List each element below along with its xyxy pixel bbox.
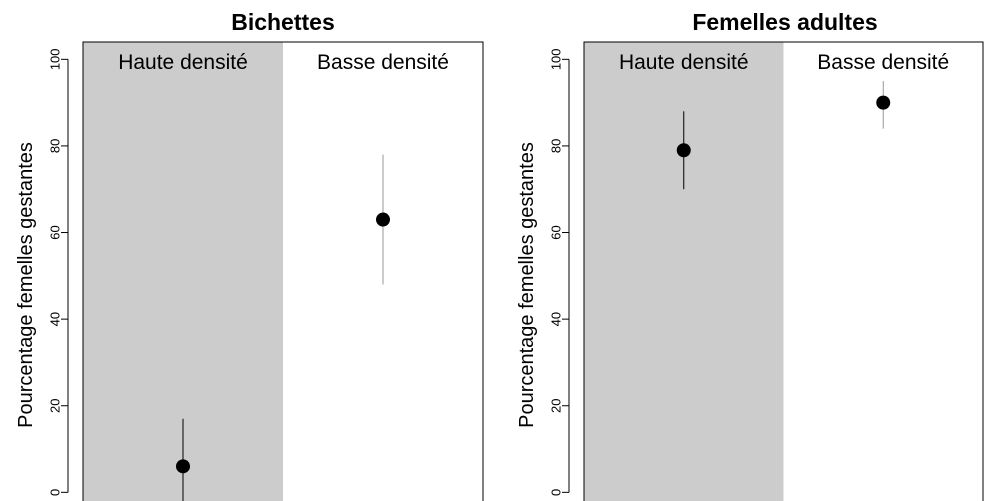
category-label: Haute densité — [619, 51, 749, 74]
y-tick-label: 60 — [549, 225, 564, 239]
y-tick-label: 60 — [48, 225, 63, 239]
y-tick-label: 0 — [549, 489, 564, 496]
panel-1: Haute densité Basse densité Bichettes 0 20 40… — [15, 9, 484, 501]
y-tick-label: 20 — [48, 399, 63, 413]
panel-title: Femelles adultes — [692, 9, 877, 35]
y-tick-label: 100 — [48, 48, 63, 70]
shaded-band — [584, 42, 784, 501]
y-axis-label: Pourcentage femelles gestantes — [516, 142, 538, 428]
category-label: Haute densité — [118, 51, 248, 74]
data-point — [376, 212, 390, 227]
data-point — [676, 143, 691, 158]
y-tick-label: 40 — [48, 312, 63, 326]
panel-title: Bichettes — [231, 9, 335, 35]
data-point — [176, 459, 190, 474]
data-point — [876, 95, 891, 110]
y-tick-label: 100 — [549, 48, 564, 70]
category-label: Basse densité — [817, 51, 949, 74]
y-tick-label: 0 — [48, 489, 63, 496]
plot-frame — [583, 41, 984, 501]
y-tick-label: 40 — [549, 312, 564, 326]
y-tick-label: 80 — [549, 139, 564, 153]
plot-frame — [82, 41, 484, 501]
panel-2: Haute densité Basse densité Femelles adult… — [516, 9, 984, 501]
y-axis-label: Pourcentage femelles gestantes — [15, 142, 37, 428]
y-tick-label: 80 — [48, 139, 63, 153]
category-label: Basse densité — [317, 51, 449, 74]
y-tick-label: 20 — [549, 399, 564, 413]
